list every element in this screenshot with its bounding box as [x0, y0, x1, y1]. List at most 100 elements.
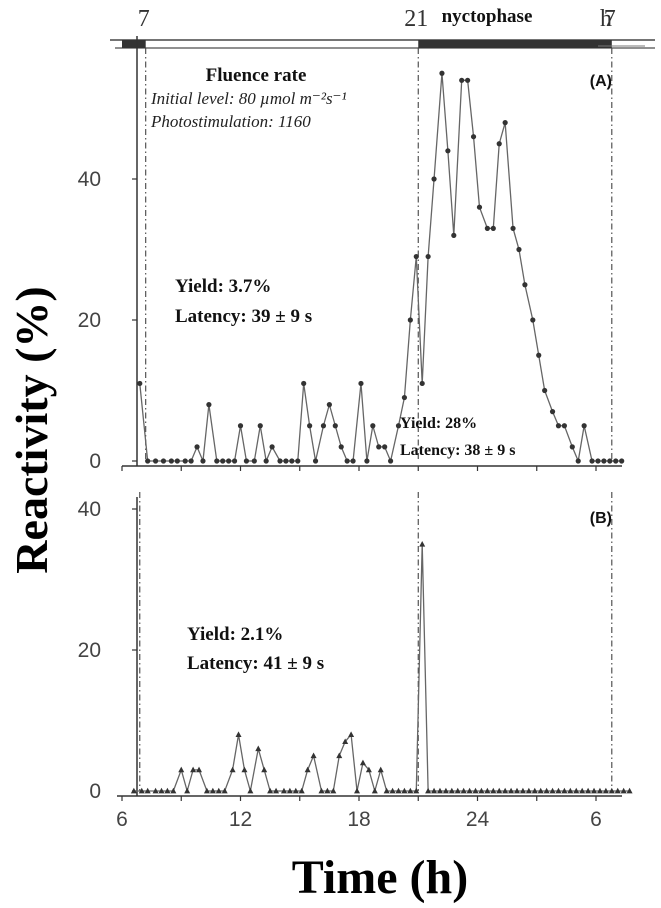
top-tick-label: 7 — [604, 6, 616, 32]
x-tick-label: 18 — [347, 808, 370, 831]
series-b-point — [298, 787, 305, 794]
series-b-line — [133, 544, 630, 794]
series-a-point — [200, 458, 206, 464]
series-a-point — [470, 134, 477, 140]
series-a-point — [182, 458, 188, 464]
y-tick-label-a: 20 — [78, 309, 101, 332]
series-a-line — [139, 73, 622, 464]
series-b-point — [229, 766, 236, 773]
series-b-point — [255, 745, 262, 752]
series-a-point — [206, 402, 212, 408]
series-b-point — [531, 787, 538, 794]
night-yield-a: Yield: 28% — [400, 415, 477, 432]
series-b-point — [377, 766, 384, 773]
series-b-point — [164, 787, 171, 794]
series-a-point — [174, 458, 180, 464]
series-a-point — [289, 458, 295, 464]
series-b-point — [336, 752, 343, 759]
series-b-point — [573, 787, 580, 794]
series-a-point — [516, 246, 522, 253]
series-b-point — [602, 787, 609, 794]
series-a-point — [619, 458, 625, 464]
series-b-point — [178, 766, 185, 773]
series-a-point — [484, 225, 490, 231]
series-b-point — [144, 787, 151, 794]
series-a-point — [220, 458, 226, 464]
series-b-point — [525, 787, 532, 794]
series-b-point — [448, 787, 455, 794]
series-a-point — [168, 458, 174, 464]
series-a-point — [152, 458, 159, 464]
y-tick-label-a: 0 — [89, 450, 101, 473]
series-a-point — [188, 458, 194, 464]
series-a-point — [388, 458, 394, 464]
series-a-point — [326, 402, 332, 408]
series-a-point — [445, 148, 451, 154]
series-a-point — [226, 458, 232, 464]
series-b-point — [567, 787, 574, 794]
series-a-point — [370, 423, 376, 429]
series-b-point — [209, 787, 216, 794]
series-a-point — [595, 458, 601, 464]
series-b-point — [241, 766, 248, 773]
dark-period-1 — [418, 40, 612, 48]
series-b — [130, 541, 633, 794]
series-b-point — [543, 787, 550, 794]
series-a-point — [376, 444, 382, 450]
day-yield-b: Yield: 2.1% — [187, 624, 283, 645]
series-a-point — [231, 458, 238, 464]
top-tick-label: 7 — [138, 6, 150, 32]
series-a-point — [522, 282, 528, 288]
series-a-point — [338, 444, 344, 450]
series-b-point — [286, 787, 293, 794]
series-b-point — [395, 787, 402, 794]
top-axis-unit: h — [600, 6, 612, 32]
series-b-point — [130, 787, 137, 794]
series-b-point — [310, 752, 317, 759]
dark-period-0 — [122, 40, 146, 48]
series-b-point — [549, 787, 556, 794]
series-a-point — [407, 317, 413, 323]
series-b-point — [401, 787, 408, 794]
series-a-point — [382, 444, 388, 450]
series-b-point — [407, 787, 414, 794]
x-tick-label: 12 — [229, 808, 252, 831]
series-b-point — [537, 787, 544, 794]
series-b-point — [596, 787, 603, 794]
y-tick-label-b: 40 — [78, 498, 101, 521]
y-tick-label-b: 20 — [78, 639, 101, 662]
series-b-point — [454, 787, 461, 794]
series-a-point — [307, 423, 313, 429]
series-a-point — [561, 423, 568, 429]
fluence-photostim: Photostimulation: 1160 — [150, 112, 311, 131]
nyctophase-label: nyctophase — [442, 6, 533, 27]
series-a-point — [283, 458, 289, 464]
series-a-point — [575, 458, 581, 464]
series-b-point — [591, 787, 598, 794]
panel-label-b: (B) — [590, 510, 612, 527]
series-b-point — [267, 787, 274, 794]
series-a-point — [344, 458, 350, 464]
day-yield-a: Yield: 3.7% — [175, 276, 271, 297]
x-axis-title: Time (h) — [292, 851, 468, 904]
series-b-point — [508, 787, 515, 794]
series-b-point — [273, 787, 280, 794]
night-latency-a: Latency: 38 ± 9 s — [400, 442, 515, 459]
series-a-point — [490, 225, 496, 231]
series-a-point — [459, 77, 465, 83]
series-a-point — [364, 458, 370, 464]
series-b-point — [608, 787, 615, 794]
series-a-point — [536, 352, 542, 358]
series-a-point — [607, 458, 613, 464]
series-b-point — [466, 787, 473, 794]
series-a-point — [581, 423, 587, 429]
series-b-point — [221, 787, 228, 794]
series-b-point — [158, 787, 165, 794]
series-b-point — [138, 787, 145, 794]
day-latency-a: Latency: 39 ± 9 s — [175, 306, 312, 327]
series-a-point — [439, 70, 445, 76]
series-a-point — [194, 444, 200, 450]
series-a-point — [243, 458, 250, 464]
series-a-point — [350, 458, 356, 464]
